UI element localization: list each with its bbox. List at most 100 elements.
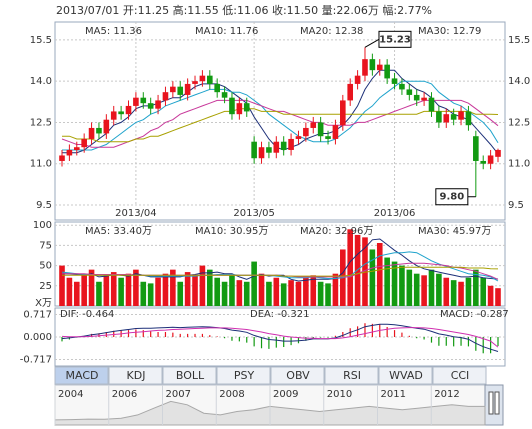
candle-body xyxy=(229,97,235,115)
candle-body xyxy=(465,111,472,126)
volume-bar xyxy=(450,280,457,306)
y-tick-label: 15.5 xyxy=(508,35,530,46)
candle-body xyxy=(362,59,368,76)
tab[interactable] xyxy=(162,366,217,385)
handle-grip[interactable] xyxy=(488,391,494,415)
y-tick-label: 0.717 xyxy=(23,310,52,321)
tab[interactable] xyxy=(432,366,487,385)
volume-bar xyxy=(162,273,169,306)
candle-body xyxy=(376,64,383,71)
candle-body xyxy=(384,64,390,79)
candle-body xyxy=(221,92,228,98)
candle-body xyxy=(110,111,117,120)
x-tick-label: 2013/05 xyxy=(233,208,275,219)
candle-body xyxy=(199,75,206,82)
timeline-label: 2004 xyxy=(58,389,83,400)
tab[interactable] xyxy=(216,366,271,385)
volume-bar xyxy=(295,281,302,306)
volume-bar xyxy=(155,277,161,306)
candle-body xyxy=(288,138,294,150)
volume-bar xyxy=(258,273,265,306)
y-tick-label: 75 xyxy=(39,240,52,251)
tab-label[interactable]: KDJ xyxy=(127,369,146,382)
volume-bar xyxy=(243,281,250,306)
candle-body xyxy=(340,100,346,126)
volume-bar xyxy=(81,273,87,306)
volume-bar xyxy=(214,277,220,306)
volume-bar xyxy=(480,277,487,306)
volume-bar xyxy=(369,249,376,306)
candle-body xyxy=(66,149,73,156)
annotation-leader xyxy=(364,38,380,48)
candle-body xyxy=(325,136,331,139)
candle-body xyxy=(428,97,435,112)
handle-grip[interactable] xyxy=(494,391,500,415)
volume-bar xyxy=(443,277,450,306)
annotation: 15.23 xyxy=(379,34,411,45)
price-frame xyxy=(54,21,506,221)
legend-entry: MA20: 12.38 xyxy=(300,26,363,37)
candle-body xyxy=(450,114,457,120)
volume-bar xyxy=(465,277,472,306)
y-tick-label: 9.5 xyxy=(36,200,52,211)
y-tick-label: 11.0 xyxy=(30,159,52,170)
volume-bar xyxy=(96,281,102,306)
tab[interactable] xyxy=(378,366,433,385)
candle-body xyxy=(88,127,95,139)
timeline-label: 2011 xyxy=(381,389,406,400)
candle-body xyxy=(170,86,176,93)
tab[interactable] xyxy=(270,366,325,385)
tab-label[interactable]: MACD xyxy=(66,369,99,382)
candle-body xyxy=(251,141,257,159)
candle-body xyxy=(184,83,191,95)
candle-body xyxy=(243,103,250,112)
volume-bar xyxy=(428,269,435,306)
volume-bar xyxy=(236,280,243,306)
volume-bar xyxy=(436,273,442,306)
legend-entry: DIF: -0.464 xyxy=(60,309,114,320)
volume-bar xyxy=(273,277,280,306)
tab-label[interactable]: RSI xyxy=(343,369,361,382)
candle-body xyxy=(118,111,124,115)
y-tick-label: 25 xyxy=(39,281,52,292)
tab[interactable] xyxy=(108,366,163,385)
volume-bar xyxy=(125,273,132,306)
volume-bar xyxy=(73,281,80,306)
tab[interactable] xyxy=(324,366,379,385)
annotation: 9.80 xyxy=(439,192,464,203)
ma-line xyxy=(61,327,499,348)
tab[interactable] xyxy=(54,366,109,385)
candle-body xyxy=(413,94,420,101)
volume-bar xyxy=(199,265,206,306)
ma-line xyxy=(61,323,499,352)
legend-entry: MA10: 11.76 xyxy=(195,26,258,37)
legend-entry: MA30: 12.79 xyxy=(418,26,481,37)
volume-bar xyxy=(140,281,147,306)
candle-body xyxy=(236,103,243,115)
volume-bar xyxy=(177,281,184,306)
volume-bar xyxy=(406,269,413,306)
volume-bar xyxy=(251,261,257,306)
candle-body xyxy=(273,141,280,153)
volume-bar xyxy=(59,265,65,306)
candle-body xyxy=(81,138,87,148)
legend-entry: MA30: 45.97万 xyxy=(418,226,491,237)
tab-label[interactable]: WVAD xyxy=(389,369,423,382)
tab-label[interactable]: OBV xyxy=(286,369,310,382)
legend-entry: MA20: 32.96万 xyxy=(300,226,373,237)
candle-body xyxy=(155,100,161,109)
candle-body xyxy=(133,97,139,106)
candle-body xyxy=(280,141,287,150)
tab-label[interactable]: PSY xyxy=(234,369,255,382)
candle-body xyxy=(347,83,354,101)
timeline-handle[interactable] xyxy=(484,384,504,426)
volume-bar xyxy=(192,275,198,306)
ma-line xyxy=(62,266,499,277)
volume-bar xyxy=(221,281,228,306)
timeline-label: 2012 xyxy=(434,389,459,400)
volume-bar xyxy=(473,269,479,306)
candle-body xyxy=(96,127,102,134)
tab-label[interactable]: BOLL xyxy=(176,369,205,382)
tab-label[interactable]: CCI xyxy=(451,369,470,382)
